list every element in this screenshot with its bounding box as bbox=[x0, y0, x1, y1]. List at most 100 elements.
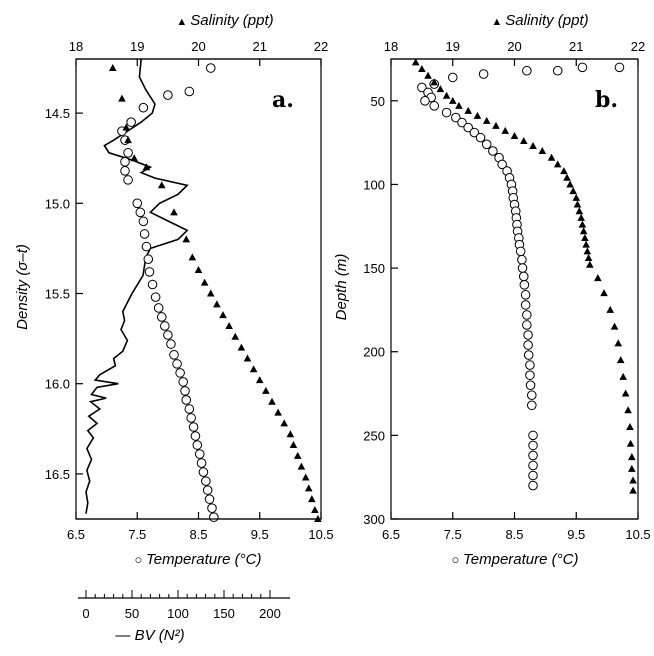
temperature-point bbox=[552, 65, 563, 76]
bv-tick-label: 150 bbox=[213, 606, 235, 621]
salinity-point bbox=[293, 451, 302, 459]
temperature-point bbox=[147, 279, 158, 290]
salinity-point bbox=[286, 430, 295, 438]
salinity-point bbox=[108, 64, 117, 72]
tick-label: 20 bbox=[507, 39, 521, 54]
tick-label: 22 bbox=[631, 39, 645, 54]
panel-b-tag: b. bbox=[595, 87, 618, 113]
salinity-point bbox=[626, 423, 634, 430]
bv-tick-label: 100 bbox=[167, 606, 189, 621]
salinity-point bbox=[482, 116, 491, 124]
salinity-point bbox=[124, 136, 132, 144]
temperature-point bbox=[207, 503, 217, 513]
temperature-point bbox=[463, 122, 473, 133]
temperature-point bbox=[478, 69, 489, 79]
temperature-point bbox=[138, 102, 149, 113]
salinity-point bbox=[610, 322, 619, 330]
temperature-point bbox=[420, 96, 430, 106]
temperature-point bbox=[451, 112, 461, 123]
panel-a-tag: a. bbox=[272, 87, 294, 113]
panel-a-temperature-axis-label: ○ Temperature (°C) bbox=[135, 551, 262, 568]
tick-label: 250 bbox=[363, 428, 385, 443]
tick-label: 10.5 bbox=[625, 527, 650, 542]
temperature-point bbox=[202, 485, 213, 495]
temperature-point bbox=[135, 207, 146, 218]
temperature-point bbox=[522, 65, 532, 76]
salinity-point bbox=[455, 101, 463, 109]
temperature-point bbox=[457, 117, 467, 128]
salinity-point bbox=[473, 111, 482, 119]
salinity-point bbox=[538, 147, 547, 154]
salinity-point bbox=[249, 365, 258, 373]
panel-b-axes: 18 19 20 21 22 6.5 7.5 8.5 9.5 10.5 50 100 150 200 250… bbox=[363, 39, 650, 542]
panel-b: 18 19 20 21 22 6.5 7.5 8.5 9.5 10.5 50 100 150 200 250… bbox=[333, 12, 651, 568]
temperature-point bbox=[417, 82, 427, 93]
temperature-point bbox=[520, 290, 531, 300]
temperature-point bbox=[196, 458, 207, 468]
temperature-point bbox=[441, 107, 452, 118]
temperature-point bbox=[150, 292, 161, 302]
bv-tick-label: 200 bbox=[259, 606, 281, 621]
salinity-point bbox=[297, 462, 306, 470]
temperature-point bbox=[520, 300, 531, 310]
salinity-point bbox=[586, 260, 594, 268]
temperature-point bbox=[144, 267, 155, 277]
panel-b-salinity-axis-label: ▲ Salinity (ppt) bbox=[491, 12, 588, 29]
salinity-point bbox=[231, 332, 240, 340]
temperature-point bbox=[166, 339, 176, 349]
salinity-point bbox=[581, 233, 589, 241]
temperature-point bbox=[201, 476, 211, 486]
temperature-point bbox=[175, 368, 185, 378]
temperature-point bbox=[528, 450, 538, 461]
salinity-point bbox=[600, 289, 608, 297]
temperature-point bbox=[184, 404, 195, 414]
temperature-point bbox=[188, 422, 199, 432]
panel-b-data-layer bbox=[411, 58, 637, 494]
temperature-point bbox=[528, 440, 538, 451]
temperature-point bbox=[163, 330, 173, 340]
salinity-point bbox=[577, 213, 585, 221]
salinity-point bbox=[579, 227, 588, 235]
temperature-point bbox=[184, 86, 195, 97]
bv-tick-label: 50 bbox=[125, 606, 139, 621]
salinity-point bbox=[280, 419, 289, 427]
salinity-point bbox=[614, 339, 623, 347]
tick-label: 7.5 bbox=[444, 527, 462, 542]
salinity-point bbox=[621, 389, 630, 397]
tick-label: 22 bbox=[314, 39, 328, 54]
panel-a-data-layer bbox=[85, 59, 322, 522]
salinity-point bbox=[219, 311, 227, 319]
salinity-point bbox=[170, 208, 178, 216]
temperature-point bbox=[143, 254, 154, 265]
salinity-point bbox=[243, 354, 252, 362]
temperature-point bbox=[186, 413, 196, 423]
tick-label: 16.0 bbox=[45, 377, 70, 392]
salinity-point bbox=[225, 321, 233, 329]
salinity-point bbox=[301, 473, 310, 481]
tick-label: 18 bbox=[384, 39, 398, 54]
temperature-point bbox=[497, 159, 507, 170]
temperature-point bbox=[180, 386, 190, 396]
temperature-point bbox=[429, 101, 440, 111]
temperature-point bbox=[120, 157, 130, 167]
temperature-point bbox=[528, 460, 538, 471]
salinity-point bbox=[619, 372, 627, 380]
tick-label: 9.5 bbox=[567, 527, 585, 542]
tick-label: 7.5 bbox=[128, 527, 146, 542]
salinity-point bbox=[569, 187, 577, 195]
salinity-point bbox=[629, 476, 637, 484]
temperature-point bbox=[518, 271, 529, 282]
salinity-point bbox=[194, 266, 203, 274]
salinity-point bbox=[492, 121, 500, 129]
temperature-point bbox=[209, 512, 219, 522]
temperature-point bbox=[120, 166, 130, 176]
salinity-point bbox=[418, 65, 426, 73]
salinity-point bbox=[442, 91, 451, 99]
salinity-point bbox=[560, 167, 568, 175]
temperature-point bbox=[126, 117, 136, 127]
temperature-point bbox=[204, 494, 215, 504]
salinity-point bbox=[594, 274, 602, 282]
salinity-point bbox=[553, 160, 562, 168]
salinity-point bbox=[213, 300, 221, 308]
temperature-point bbox=[523, 350, 534, 360]
